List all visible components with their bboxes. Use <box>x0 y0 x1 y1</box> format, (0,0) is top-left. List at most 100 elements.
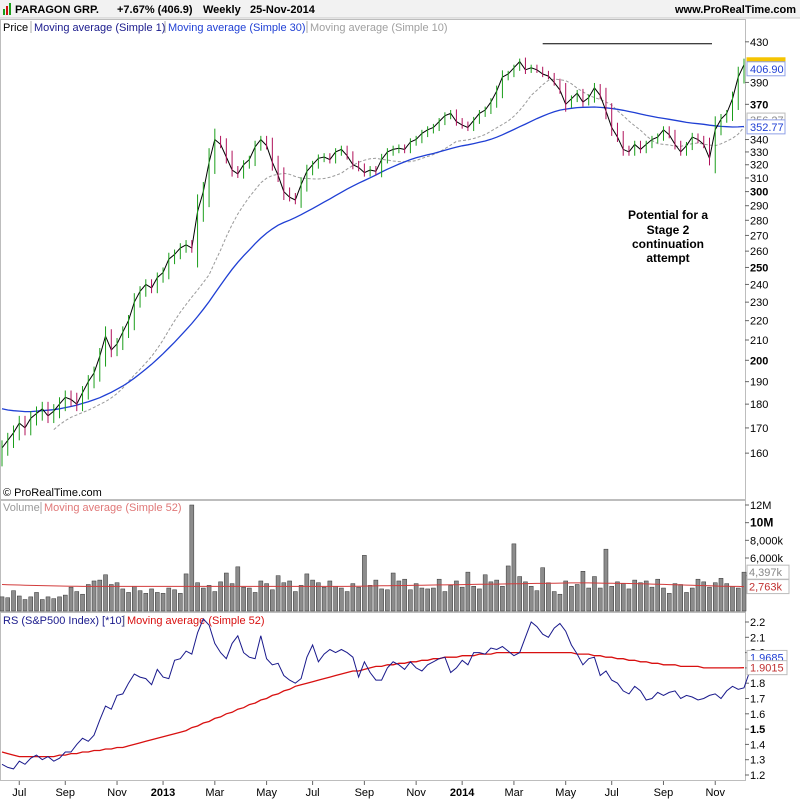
price-bars <box>1 57 745 467</box>
volume-bar <box>28 596 34 612</box>
volume-bar <box>465 571 471 612</box>
volume-bar <box>224 572 229 612</box>
volume-bar <box>275 575 281 612</box>
volume-bar <box>201 587 206 612</box>
volume-tag-label: 2,763k <box>749 582 783 594</box>
annotation: Potential for a Stage 2 continuation att… <box>628 208 708 265</box>
volume-bar <box>362 555 367 612</box>
volume-bar <box>57 596 62 612</box>
app-icon-bar <box>3 9 5 15</box>
volume-bar <box>511 543 517 612</box>
volume-bar <box>109 584 114 612</box>
legend-volume: Volume <box>3 502 40 514</box>
x-tick-label: Nov <box>107 787 127 799</box>
copyright: © ProRealTime.com <box>3 487 102 499</box>
volume-tick-label: 8,000k <box>750 535 784 547</box>
volume-bar <box>120 588 126 612</box>
volume-bar <box>327 580 333 612</box>
volume-bar <box>80 593 85 612</box>
volume-bar <box>22 599 28 612</box>
price-tags: 406.9406.90356.27352.77 <box>746 57 786 135</box>
volume-bar <box>672 583 678 612</box>
rs-tick-label: 1.6 <box>750 709 765 721</box>
volume-bar <box>91 580 97 612</box>
legend-vol-ma: Moving average (Simple 52) <box>44 502 182 514</box>
volume-bar <box>448 585 453 612</box>
volume-bar <box>563 580 568 612</box>
price-panel[interactable] <box>0 19 746 500</box>
volume-tick-label: 6,000k <box>750 553 784 565</box>
rs-legend: RS (S&P500 Index) [*10] Moving average (… <box>3 615 265 627</box>
volume-bar <box>247 587 252 612</box>
volume-bar <box>712 582 718 612</box>
volume-bar <box>592 576 597 612</box>
volume-bar <box>626 588 632 612</box>
price-tick-label: 330 <box>750 147 768 159</box>
volume-bar <box>707 586 712 612</box>
volume-bar <box>149 588 154 612</box>
price-tick-label: 190 <box>750 377 768 389</box>
volume-panel[interactable] <box>0 500 746 612</box>
price-tick-label: 200 <box>750 355 768 367</box>
rs-panel[interactable] <box>0 612 746 781</box>
price-tick-label: 240 <box>750 279 768 291</box>
volume-bar <box>735 587 741 612</box>
volume-bar <box>379 588 384 612</box>
volume-bar <box>178 593 183 612</box>
rs-axis: 1.21.31.41.51.61.71.81.92.02.12.2 <box>745 617 765 782</box>
volume-bar <box>408 589 413 612</box>
volume-bar <box>701 581 706 612</box>
price-tick-label: 340 <box>750 135 768 147</box>
volume-bar <box>51 598 57 612</box>
price-tick-label: 210 <box>750 335 768 347</box>
volume-bar <box>730 586 735 612</box>
volume-bar <box>339 587 344 612</box>
volume-bar <box>540 567 545 612</box>
volume-bar <box>586 587 591 612</box>
volume-bar <box>0 596 5 612</box>
volume-bar <box>454 580 459 612</box>
price-tick-label: 300 <box>750 187 768 199</box>
price-series <box>1 43 745 449</box>
volume-bar <box>212 591 218 612</box>
volume-bar <box>597 587 603 612</box>
x-tick-label: Sep <box>355 787 375 799</box>
volume-bar <box>638 582 643 612</box>
x-tick-label: 2013 <box>151 787 175 799</box>
volume-bar <box>103 574 108 612</box>
rs-tick-label: 1.3 <box>750 755 765 767</box>
volume-bar <box>143 593 149 612</box>
volume-bar <box>580 571 586 612</box>
volume-bar <box>528 586 534 612</box>
header-bar <box>0 0 800 18</box>
volume-legend: Volume Moving average (Simple 52) <box>3 502 182 514</box>
volume-bar <box>724 583 730 612</box>
volume-bar <box>620 583 626 612</box>
volume-bar <box>505 565 511 612</box>
header-symbol: PARAGON GRP. <box>15 4 99 16</box>
volume-bar <box>615 581 620 612</box>
volume-bar <box>442 591 448 612</box>
volume-bar <box>11 590 16 612</box>
volume-bar <box>609 586 614 612</box>
price-tick-label: 320 <box>750 160 768 172</box>
annotation-line: Potential for a <box>628 208 708 222</box>
volume-bar <box>206 585 212 612</box>
rs-tick-label: 1.2 <box>750 770 765 782</box>
x-tick-label: Nov <box>705 787 725 799</box>
volume-bar <box>517 576 522 612</box>
volume-bar <box>160 593 166 612</box>
price-tick-label: 160 <box>750 448 768 460</box>
volume-bar <box>373 579 379 612</box>
header-site-link[interactable]: www.ProRealTime.com <box>674 4 796 16</box>
volume-bar <box>574 584 580 612</box>
volume-bar <box>649 586 655 612</box>
volume-bar <box>557 593 563 612</box>
volume-bar <box>632 579 637 612</box>
legend-rs-ma: Moving average (Simple 52) <box>127 615 265 627</box>
volume-bar <box>241 586 246 612</box>
x-tick-label: Jul <box>306 787 320 799</box>
x-tick-label: Jul <box>605 787 619 799</box>
legend-ma30: Moving average (Simple 30) <box>168 22 306 34</box>
volume-bar <box>471 586 476 612</box>
